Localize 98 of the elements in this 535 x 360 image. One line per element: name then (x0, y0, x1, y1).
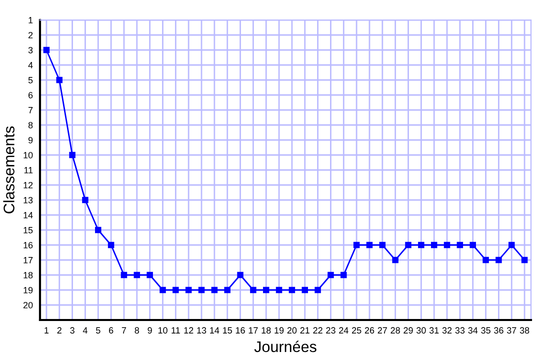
point (302, 286, 308, 294)
x-tick-label: 38 (520, 327, 530, 334)
x-tick-label: 7 (122, 327, 126, 334)
x-tick-label: 25 (352, 327, 362, 334)
y-tick-label: 5 (28, 77, 33, 84)
point (288, 286, 296, 294)
point (430, 242, 438, 248)
x-tick-label: 13 (197, 327, 206, 334)
x-tick-label: 21 (300, 327, 310, 334)
point (108, 242, 114, 248)
point (211, 286, 218, 294)
y-tick-label: 20 (23, 302, 33, 308)
point (496, 256, 502, 264)
point (405, 242, 412, 248)
y-tick-label: 9 (28, 136, 33, 144)
x-tick-label: 27 (378, 327, 387, 334)
point (276, 286, 282, 294)
y-tick-label: 11 (24, 167, 33, 174)
point (418, 242, 424, 248)
y-tick-label: 7 (28, 107, 33, 114)
x-tick-label: 31 (429, 327, 439, 334)
point (470, 242, 476, 248)
y-tick-label: 3 (28, 46, 33, 54)
y-tick-label: 18 (24, 272, 33, 278)
x-tick-label: 37 (506, 327, 516, 334)
point (69, 152, 76, 158)
x-tick-label: 34 (468, 327, 478, 334)
point (237, 272, 244, 278)
point (56, 76, 63, 84)
x-tick-label: 14 (210, 327, 220, 334)
x-tick-label: 19 (274, 327, 284, 334)
x-tick-label: 4 (82, 327, 88, 334)
x-tick-label: 3 (70, 327, 74, 334)
point (392, 256, 398, 264)
x-tick-label: 8 (134, 327, 140, 334)
y-tick-label: 15 (24, 227, 33, 234)
x-tick-label: 5 (96, 327, 100, 334)
x-tick-label: 24 (339, 327, 348, 334)
x-tick-label: 2 (57, 327, 62, 334)
y-tick-label: 1 (28, 17, 33, 24)
x-tick-label: 26 (364, 327, 374, 334)
x-tick-label: 30 (416, 327, 426, 334)
y-tick-label: 8 (28, 122, 33, 128)
x-tick-label: 11 (172, 327, 180, 334)
y-tick-label: 12 (24, 182, 33, 188)
point (508, 242, 515, 248)
y-tick-label: 17 (24, 257, 33, 264)
x-tick-label: 18 (262, 327, 271, 334)
x-tick-label: 1 (44, 327, 49, 334)
x-tick-label: 6 (109, 327, 114, 334)
point (482, 256, 489, 264)
x-tick-label: 12 (184, 327, 194, 334)
x-tick-label: 9 (148, 327, 152, 334)
point (95, 226, 102, 234)
point (314, 286, 321, 294)
point (134, 272, 140, 278)
y-tick-label: 10 (24, 152, 33, 158)
point (379, 242, 386, 248)
point (146, 272, 153, 278)
y-tick-label: 16 (24, 242, 33, 248)
point (444, 242, 450, 248)
point (521, 256, 528, 264)
point (366, 242, 373, 248)
point (353, 242, 360, 248)
point (262, 286, 270, 294)
x-tick-label: 22 (313, 327, 322, 334)
point (456, 242, 464, 248)
x-tick-label: 15 (223, 327, 232, 334)
point (185, 286, 192, 294)
x-tick-label: 33 (455, 327, 465, 334)
x-tick-label: 23 (326, 327, 336, 334)
point (328, 272, 334, 278)
point (340, 272, 347, 278)
y-tick-label: 4 (28, 62, 33, 68)
point (250, 286, 256, 294)
point (224, 286, 230, 294)
y-tick-label: 2 (28, 32, 33, 38)
y-tick-label: 19 (24, 286, 33, 294)
x-tick-label: 28 (390, 327, 400, 334)
point (172, 286, 179, 294)
x-tick-label: 32 (442, 327, 452, 334)
x-tick-label: 35 (481, 327, 490, 334)
point (198, 286, 205, 294)
y-tick-label: 13 (24, 196, 33, 204)
y-axis-title: Classements (3, 126, 14, 214)
point (43, 46, 50, 54)
x-axis-title: Journées (254, 340, 316, 352)
x-tick-label: 20 (287, 327, 297, 334)
point (160, 286, 166, 294)
x-tick-label: 17 (248, 327, 258, 334)
x-tick-label: 36 (494, 327, 504, 334)
x-tick-label: 10 (158, 327, 168, 334)
point (82, 196, 88, 204)
y-tick-label: 6 (28, 92, 33, 98)
x-tick-label: 29 (404, 327, 413, 334)
y-tick-label: 14 (24, 212, 33, 218)
x-tick-label: 16 (236, 327, 245, 334)
point (120, 272, 128, 278)
